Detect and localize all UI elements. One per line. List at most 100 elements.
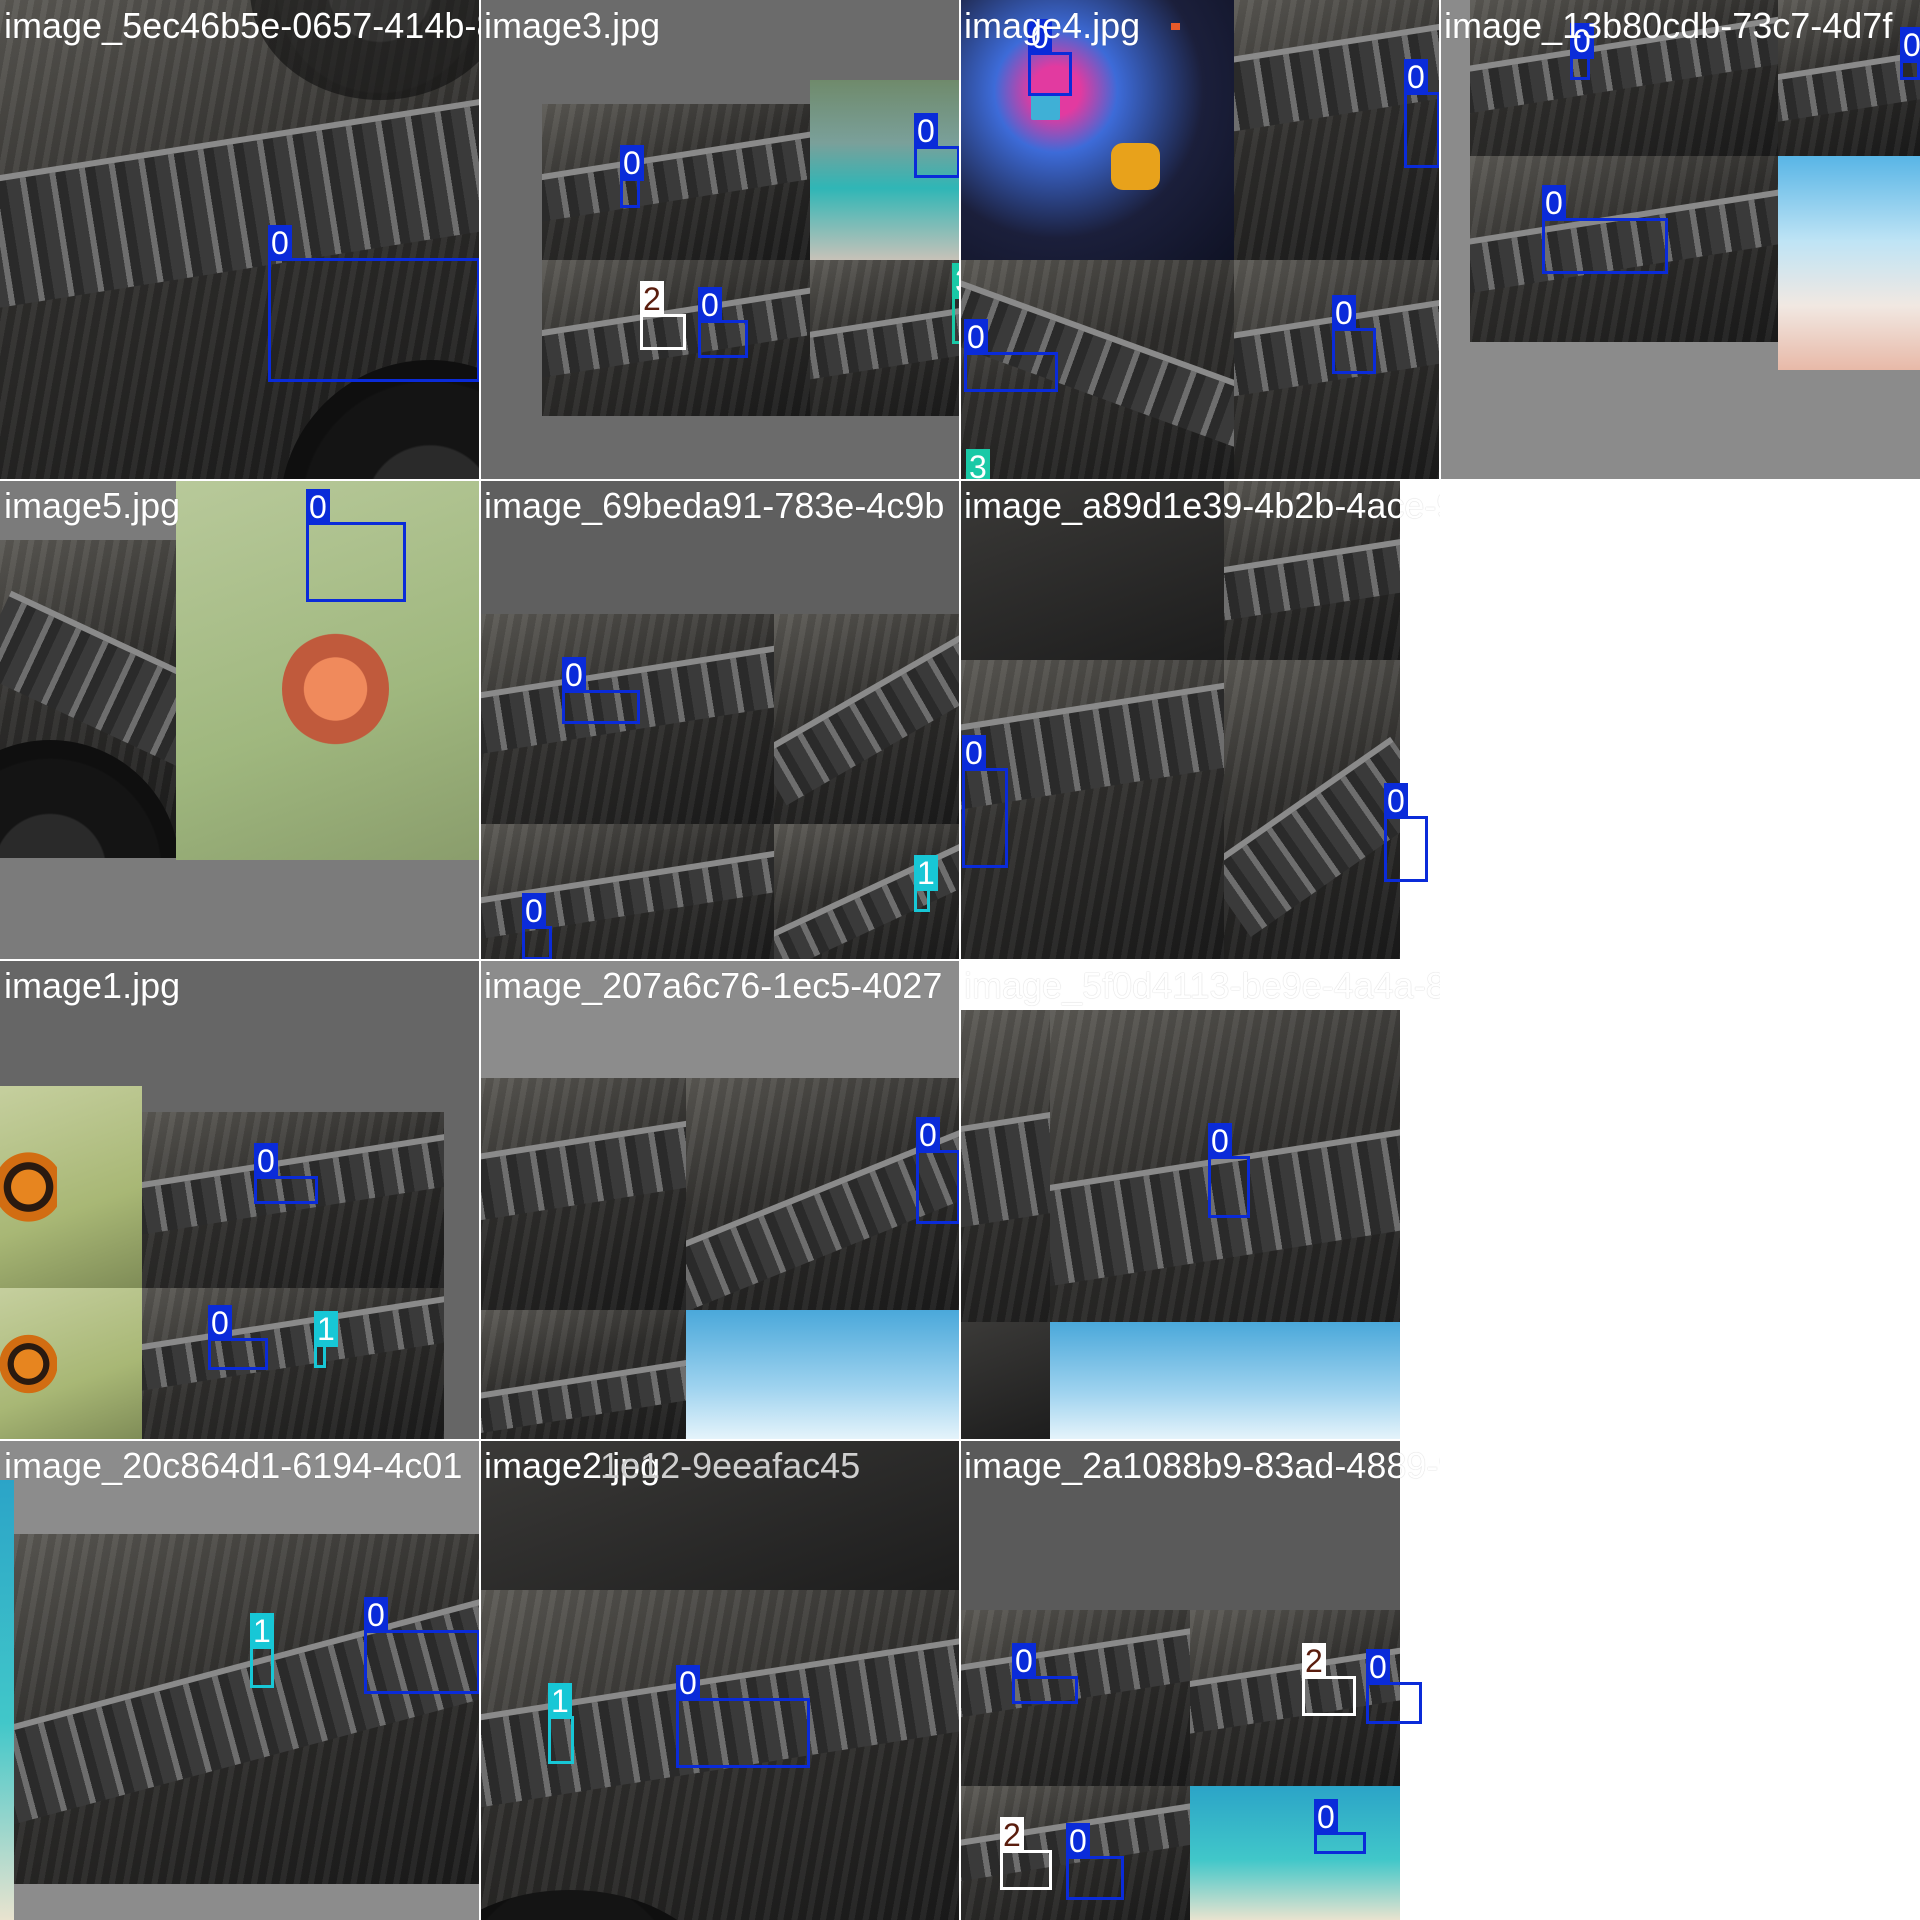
bbox-class-1: 1 — [548, 1683, 574, 1764]
gear-photo — [0, 540, 176, 858]
mosaic-tile: image_5f0d4113-be9e-4a4a-840a-d4c874bebc… — [960, 960, 1440, 1440]
bbox-class-tag: 0 — [676, 1665, 700, 1701]
gear-photo — [542, 104, 810, 260]
tile-filename: image5.jpg — [4, 485, 181, 526]
beach-photo — [1190, 1786, 1400, 1920]
sky-clouds-photo — [686, 1310, 960, 1440]
butterfly-photo — [0, 1086, 142, 1288]
bbox-class-0: 0 — [208, 1305, 268, 1370]
bbox-class-tag: 0 — [522, 893, 546, 929]
bbox-class-tag: 0 — [1012, 1643, 1036, 1679]
bbox-class-0: 0 — [522, 893, 552, 960]
bbox-class-tag: 0 — [1570, 23, 1594, 59]
gear-photo — [480, 824, 774, 960]
bbox-class-0: 0 — [914, 113, 960, 178]
tile-filename: image2.jpg — [484, 1445, 661, 1486]
bbox-class-tag: 1 — [914, 855, 938, 891]
bbox-class-tag: 0 — [268, 225, 292, 261]
gear-photo — [810, 260, 960, 416]
bbox-class-1: 1 — [250, 1613, 274, 1688]
bbox-class-0: 0 — [562, 657, 640, 724]
bbox-class-tag: 0 — [254, 1143, 278, 1179]
gear-photo — [1470, 156, 1778, 342]
bbox-class-1: 1 — [314, 1311, 338, 1368]
gear-photo — [960, 1010, 1050, 1372]
gear-photo — [542, 260, 810, 416]
gear-photo — [960, 480, 1224, 660]
bbox-class-tag: 0 — [916, 1117, 940, 1153]
bbox-class-2: 2 — [1000, 1817, 1052, 1890]
gear-photo — [480, 614, 774, 824]
bbox-class-tag: 0 — [1066, 1823, 1090, 1859]
bbox-class-0: 0 — [1066, 1823, 1124, 1900]
bbox-class-0: 0 — [964, 319, 1058, 392]
bbox-class-0: 0 — [268, 225, 480, 382]
bbox-class-tag: 0 — [1314, 1799, 1338, 1835]
bbox-class-0: 0 — [698, 287, 748, 358]
bbox-class-tag: 0 — [562, 657, 586, 693]
bbox-class-tag: 0 — [208, 1305, 232, 1341]
bbox-class-tag: 0 — [1384, 783, 1408, 819]
gear-photo — [1224, 480, 1400, 660]
bbox-class-tag: 0 — [1028, 19, 1052, 55]
mosaic-tile: image4.jpg 0 0 0 0 3 — [960, 0, 1440, 480]
gear-photo — [14, 1534, 480, 1884]
bbox-class-0: 0 — [1012, 1643, 1078, 1704]
bbox-class-0: 0 — [1366, 1649, 1422, 1724]
mosaic-tile: image1.jpg 0 0 1 — [0, 960, 480, 1440]
sky-clouds-photo — [1050, 1322, 1400, 1440]
tile-filename-overflow: 1e12-9eeafac45 — [600, 1445, 861, 1486]
bbox-class-0: 0 — [364, 1597, 480, 1694]
mosaic-tile: image_207a6c76-1ec5-4027 0 — [480, 960, 960, 1440]
gear-photo — [960, 260, 1234, 480]
bbox-class-tag: 0 — [620, 145, 644, 181]
mosaic-tile: image_69beda91-783e-4c9b 0 0 1 — [480, 480, 960, 960]
gear-photo — [1470, 0, 1778, 156]
mosaic-tile: image_a89d1e39-4b2b-4ace-9735-e084d7e346… — [960, 480, 1440, 960]
gear-photo — [686, 1078, 960, 1310]
tile-filename: image_5f0d4113-be9e-4a4a-840a-d4c874bebc — [964, 965, 1440, 1006]
gear-photo — [1224, 660, 1400, 960]
bbox-class-0: 0 — [676, 1665, 810, 1768]
mosaic-tile: image5.jpg 0 — [0, 480, 480, 960]
bbox-class-1: 1 — [914, 855, 938, 912]
coastal-town-photo — [1778, 156, 1920, 370]
tile-filename: image_a89d1e39-4b2b-4ace-9735-e084d7e346 — [964, 485, 1440, 526]
bbox-class-tag: 1 — [314, 1311, 338, 1347]
bbox-class-0: 0 — [620, 145, 644, 208]
tile-filename: image_2a1088b9-83ad-4889-974b-d708a0dd8e — [964, 1445, 1440, 1486]
gear-photo — [1778, 0, 1920, 156]
bbox-class-tag: 0 — [1366, 1649, 1390, 1685]
bbox-class-tag: 0 — [698, 287, 722, 323]
gear-photo — [480, 1078, 686, 1310]
bbox-class-0: 0 — [916, 1117, 960, 1224]
bbox-class-tag: 0 — [964, 319, 988, 355]
bbox-class-tag: 0 — [306, 489, 330, 525]
bbox-class-0: 0 — [1404, 59, 1440, 168]
bbox-class-tag: 0 — [364, 1597, 388, 1633]
tile-filename: image1.jpg — [4, 965, 181, 1006]
mosaic-tile: image3.jpg 0 0 2 0 3 — [480, 0, 960, 480]
flower-meadow-photo — [176, 480, 480, 860]
bbox-class-tag: 0 — [1404, 59, 1428, 95]
gear-photo — [774, 824, 960, 960]
bbox-class-tag: 0 — [914, 113, 938, 149]
dark-photo — [960, 1322, 1050, 1440]
gear-photo — [480, 1310, 686, 1440]
bbox-class-0: 0 — [962, 735, 1008, 868]
bbox-class-0: 0 — [1384, 783, 1428, 882]
bbox-class-tag: 1 — [548, 1683, 572, 1719]
bbox-class-0: 0 — [1570, 23, 1594, 80]
tile-filename: image_5ec46b5e-0657-414b-8b7f-5ec790880e — [4, 5, 480, 46]
tile-filename: image4.jpg — [964, 5, 1141, 46]
bbox-class-tag: 1 — [250, 1613, 274, 1649]
tile-filename: image_20c864d1-6194-4c01 — [4, 1445, 463, 1486]
bbox-class-2: 2 — [1302, 1643, 1356, 1716]
bbox-class-0: 0 — [254, 1143, 318, 1204]
bbox-class-tag: 0 — [1208, 1123, 1232, 1159]
mosaic-tile: image2.jpg 1 0 — [480, 1440, 960, 1920]
bbox-class-tag: 3 — [966, 449, 990, 480]
tile-filename: image_69beda91-783e-4c9b — [484, 485, 945, 526]
bbox-class-2: 2 — [640, 281, 686, 350]
